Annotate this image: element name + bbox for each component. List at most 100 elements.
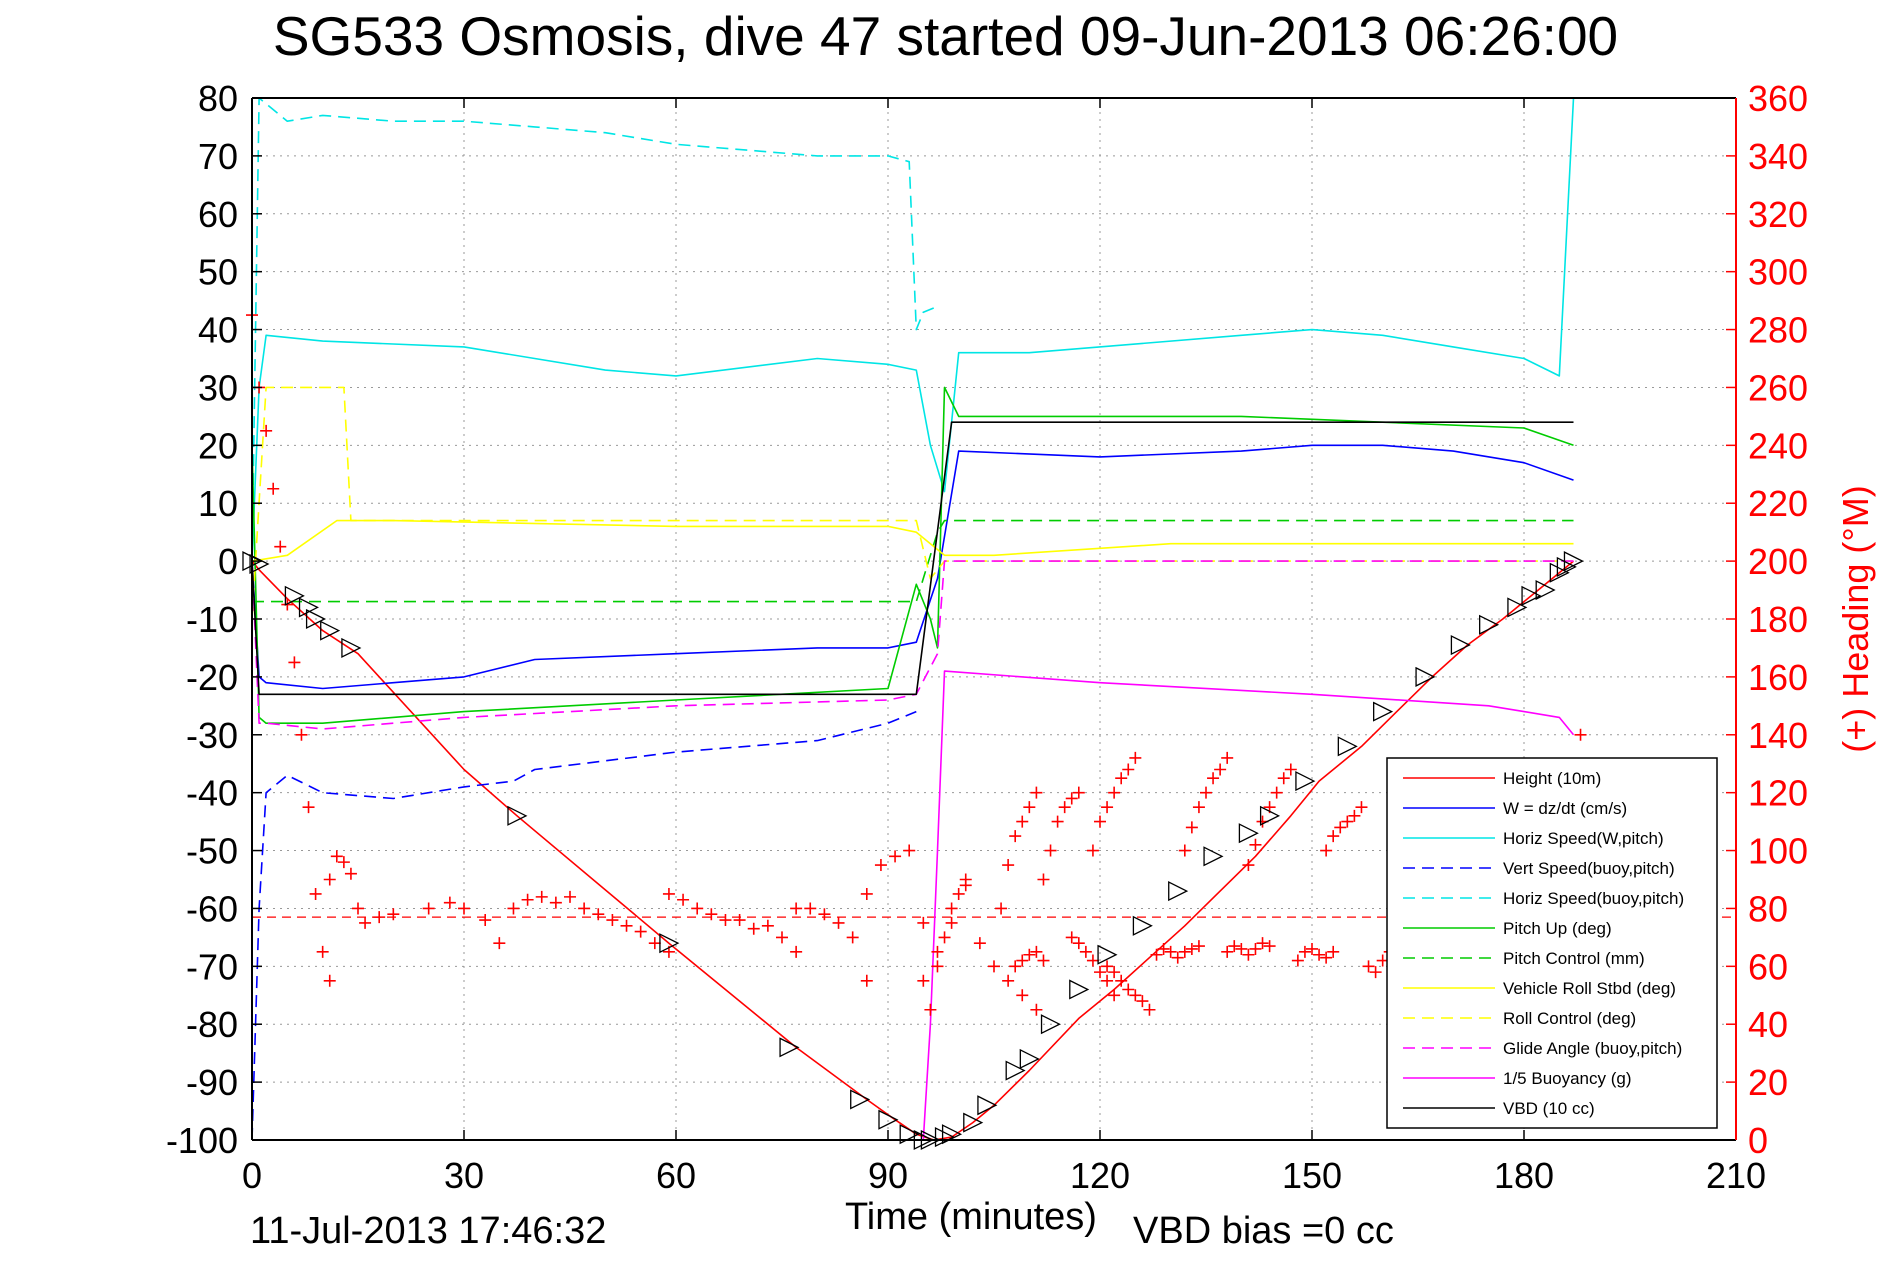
legend-label: Vert Speed(buoy,pitch): [1503, 859, 1675, 878]
height-marker: [1556, 556, 1577, 577]
heading-point: [344, 867, 357, 880]
height-marker: [249, 553, 270, 575]
y-right-tick-label: 320: [1748, 194, 1808, 235]
height-marker: [941, 1124, 963, 1145]
heading-point: [648, 937, 661, 950]
heading-point: [330, 850, 343, 863]
legend-label: VBD (10 cc): [1503, 1099, 1595, 1118]
x-tick-label: 180: [1494, 1155, 1554, 1196]
heading-point: [1242, 948, 1255, 961]
y-tick-label: -60: [186, 888, 238, 929]
height-marker: [1019, 1048, 1040, 1070]
x-axis-label: Time (minutes): [845, 1196, 1097, 1238]
heading-point: [337, 856, 350, 869]
heading-point: [1023, 948, 1036, 961]
heading-point: [1122, 763, 1135, 776]
y-right-tick-label: 240: [1748, 425, 1808, 466]
heading-point: [1207, 772, 1220, 785]
heading-point: [860, 887, 873, 900]
series-line-3: [251, 710, 917, 1141]
y-right-tick-label: 340: [1748, 136, 1808, 177]
heading-point: [1242, 859, 1255, 872]
heading-point: [818, 908, 831, 921]
height-marker: [1507, 597, 1528, 618]
y-tick-label: -30: [186, 715, 238, 756]
y-right-tick-label: 200: [1748, 541, 1808, 582]
x-tick-label: 0: [242, 1155, 262, 1196]
heading-point: [662, 887, 675, 900]
heading-point: [1086, 844, 1099, 857]
height-marker: [1132, 915, 1153, 936]
y-right-tick-label: 260: [1748, 367, 1808, 408]
heading-point: [1150, 948, 1163, 961]
y-tick-label: 30: [198, 367, 238, 408]
heading-point: [1298, 945, 1311, 958]
heading-point: [917, 916, 930, 929]
height-marker: [341, 637, 362, 658]
heading-point: [1341, 815, 1354, 828]
height-marker: [1535, 580, 1556, 601]
height-marker: [1549, 562, 1570, 583]
height-marker: [320, 620, 341, 641]
y-tick-label: -20: [186, 657, 238, 698]
x-tick-label: 120: [1070, 1155, 1130, 1196]
y-tick-label: 60: [198, 194, 238, 235]
legend-label: Pitch Control (mm): [1503, 949, 1645, 968]
y-tick-label: -80: [186, 1004, 238, 1045]
heading-point: [1136, 995, 1149, 1008]
heading-point: [747, 922, 760, 935]
height-marker: [1521, 585, 1542, 606]
heading-point: [959, 873, 972, 886]
heading-point: [1030, 1003, 1043, 1016]
heading-point: [1143, 1003, 1156, 1016]
height-marker: [1097, 944, 1118, 965]
y-right-tick-label: 180: [1748, 599, 1808, 640]
legend-label: Roll Control (deg): [1503, 1009, 1636, 1028]
height-marker: [1168, 881, 1189, 902]
heading-point: [1072, 937, 1085, 950]
heading-point: [1348, 809, 1361, 822]
heading-point: [846, 931, 859, 944]
heading-point: [1086, 954, 1099, 967]
legend-box: [1386, 757, 1718, 1129]
height-marker: [963, 1112, 984, 1133]
heading-point: [422, 902, 435, 915]
legend-label: Glide Angle (buoy,pitch): [1503, 1039, 1682, 1058]
heading-point: [761, 919, 774, 932]
heading-point: [479, 914, 492, 927]
series-line-7: [251, 519, 1574, 562]
chart-title: SG533 Osmosis, dive 47 started 09-Jun-20…: [272, 5, 1619, 67]
heading-point: [1320, 951, 1333, 964]
heading-point: [1002, 859, 1015, 872]
heading-point: [1108, 966, 1121, 979]
heading-point: [1016, 815, 1029, 828]
heading-point: [359, 916, 372, 929]
heading-point: [790, 902, 803, 915]
heading-point: [733, 914, 746, 927]
height-marker: [284, 585, 305, 606]
y-tick-label: 40: [198, 310, 238, 351]
series-line-9: [251, 560, 1574, 730]
heading-point: [973, 937, 986, 950]
height-marker: [977, 1095, 998, 1116]
y-tick-label: -10: [186, 599, 238, 640]
heading-point: [832, 916, 845, 929]
legend-label: Horiz Speed(W,pitch): [1503, 829, 1664, 848]
heading-point: [493, 937, 506, 950]
heading-point: [1263, 940, 1276, 953]
heading-point: [931, 945, 944, 958]
y-tick-label: -90: [186, 1062, 238, 1103]
heading-point: [1313, 948, 1326, 961]
heading-point: [1115, 974, 1128, 987]
y-right-tick-label: 160: [1748, 657, 1808, 698]
y-right-tick-label: 220: [1748, 483, 1808, 524]
heading-point: [1249, 838, 1262, 851]
heading-point: [578, 902, 591, 915]
y-tick-label: -70: [186, 946, 238, 987]
series-line-5: [251, 386, 1574, 725]
heading-point: [1362, 960, 1375, 973]
heading-point: [1044, 844, 1057, 857]
y-right-tick-label: 0: [1748, 1120, 1768, 1161]
y-tick-label: 20: [198, 425, 238, 466]
